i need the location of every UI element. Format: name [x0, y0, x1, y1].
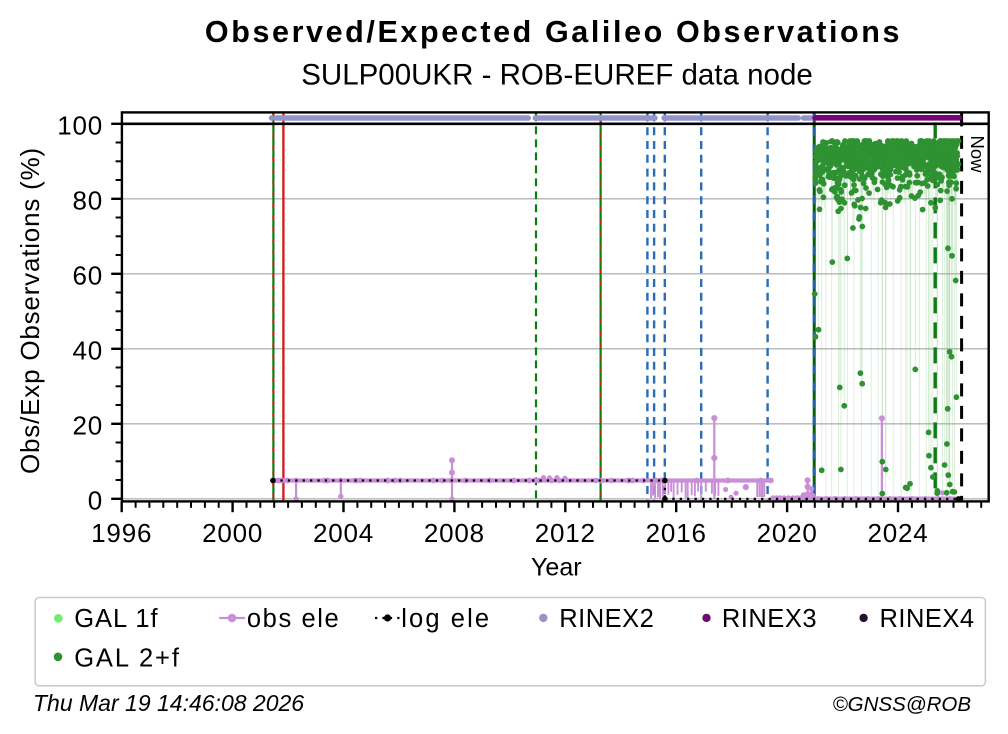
svg-text:©GNSS@ROB: ©GNSS@ROB	[833, 693, 971, 716]
svg-text:20: 20	[72, 410, 103, 440]
svg-text:Thu Mar 19 14:46:08 2026: Thu Mar 19 14:46:08 2026	[33, 690, 304, 716]
svg-text:2024: 2024	[867, 518, 928, 548]
svg-text:1996: 1996	[91, 518, 152, 548]
svg-text:80: 80	[72, 185, 103, 215]
svg-text:40: 40	[72, 335, 103, 365]
svg-text:2012: 2012	[535, 518, 596, 548]
svg-text:Now: Now	[967, 136, 988, 174]
svg-text:2016: 2016	[646, 518, 707, 548]
svg-text:RINEX3: RINEX3	[722, 605, 817, 633]
svg-text:obs ele: obs ele	[247, 605, 340, 633]
svg-text:Year: Year	[531, 554, 582, 582]
svg-text:Observed/Expected Galileo Obse: Observed/Expected Galileo Observations	[205, 15, 902, 49]
svg-text:2004: 2004	[313, 518, 374, 548]
svg-text:log ele: log ele	[401, 605, 491, 633]
svg-text:2000: 2000	[202, 518, 263, 548]
svg-text:GAL 2+f: GAL 2+f	[74, 645, 181, 673]
svg-text:60: 60	[72, 260, 103, 290]
svg-text:RINEX2: RINEX2	[559, 605, 654, 633]
svg-text:Obs/Exp Observations (%): Obs/Exp Observations (%)	[15, 147, 45, 474]
svg-text:0: 0	[88, 485, 103, 515]
svg-text:2008: 2008	[424, 518, 485, 548]
svg-text:RINEX4: RINEX4	[880, 605, 975, 633]
svg-text:100: 100	[57, 110, 103, 140]
svg-text:2020: 2020	[757, 518, 818, 548]
svg-text:GAL 1f: GAL 1f	[74, 605, 158, 633]
svg-text:SULP00UKR - ROB-EUREF data nod: SULP00UKR - ROB-EUREF data node	[301, 59, 813, 92]
